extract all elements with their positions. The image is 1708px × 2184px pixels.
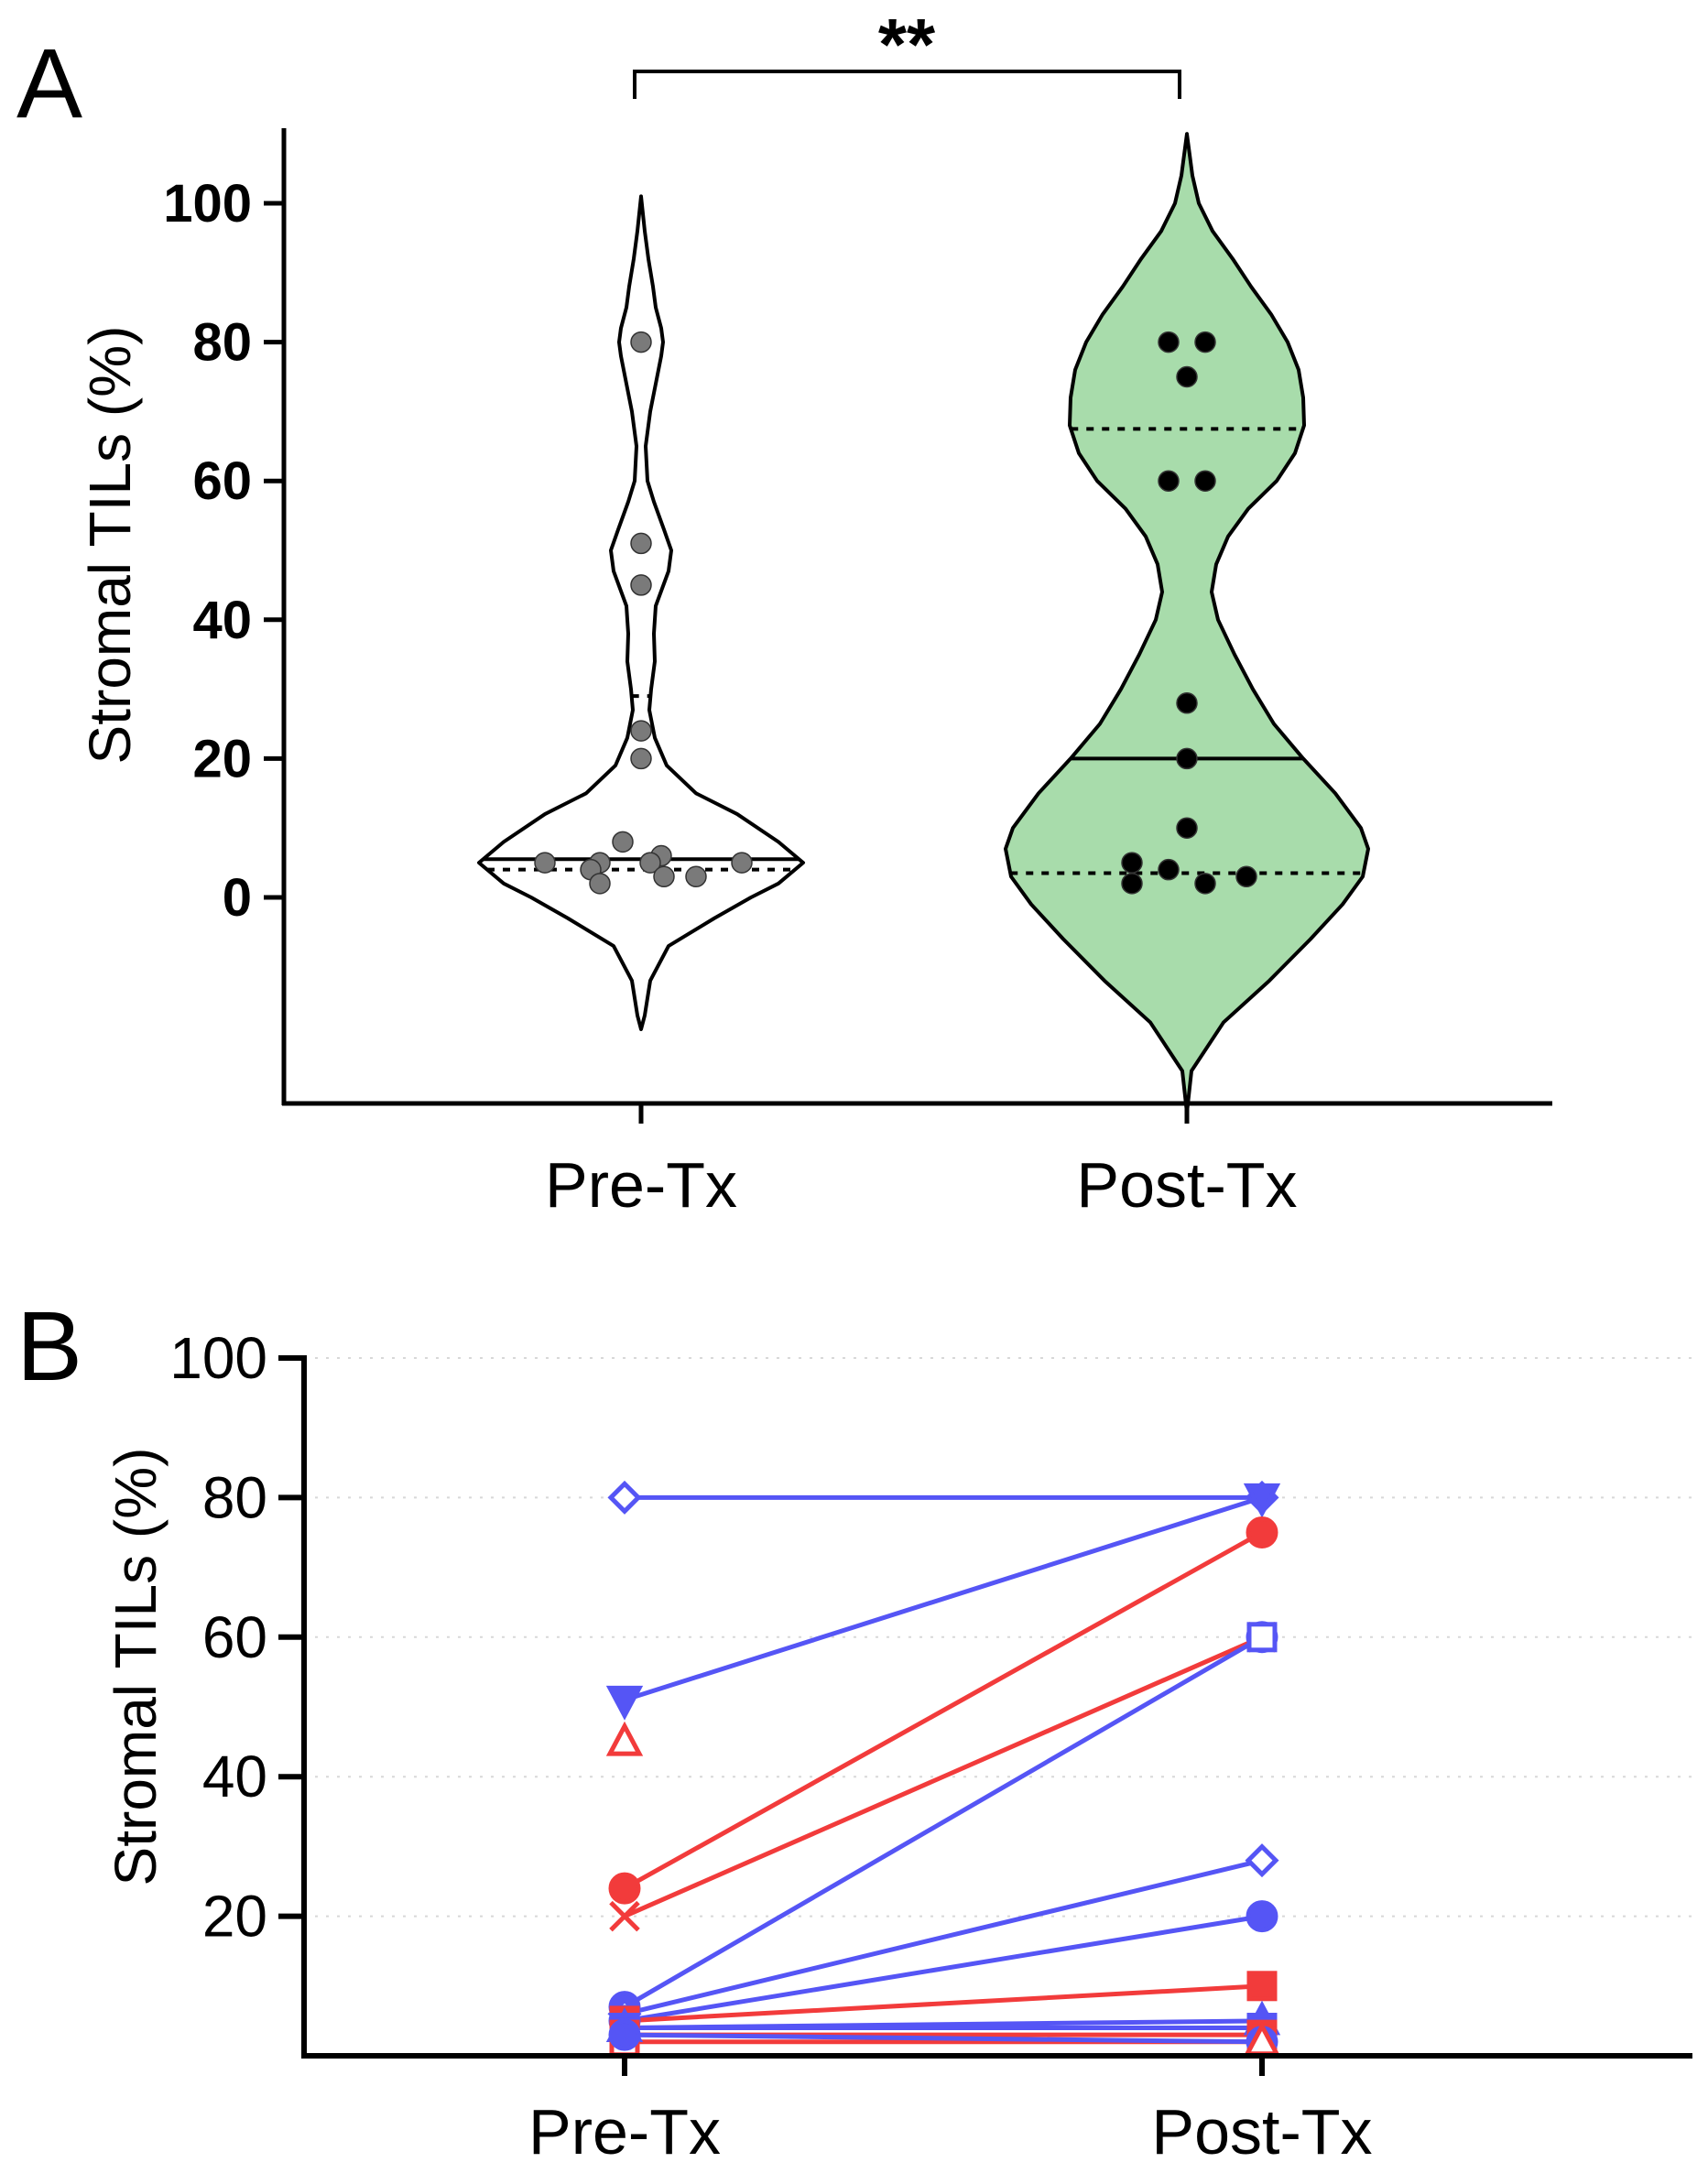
diamond-marker [1245,1843,1279,1878]
y-tick-label: 60 [192,451,252,511]
x-tick-label: Post-Tx [1076,1149,1297,1221]
markers [605,1480,1281,2059]
axes: 0 20 40 60 80 100 Pre-Tx Post-Tx [163,128,1552,1221]
gridlines [304,1357,1692,1918]
y-tick-label: 20 [202,1884,267,1950]
y-axis-title: Stromal TILs (%) [77,326,143,765]
diamond-marker [607,1480,642,1515]
y-tick-label: 40 [202,1744,267,1809]
pair-line [624,2032,1263,2045]
cross-marker [609,1900,640,1932]
y-tick-label: 100 [163,174,252,234]
panel-a: A 0 20 40 60 80 100 Pre-Tx Post-Tx Stromal TILs… [16,4,1552,1221]
square-marker [1246,1622,1278,1653]
axes: 20 40 60 80 100 Pre-Tx Post-Tx [169,1325,1692,2168]
data-point [630,331,652,353]
y-axis-title: Stromal TILs (%) [103,1448,169,1886]
data-point [589,873,611,895]
violin-post-tx [1004,132,1370,1114]
square-marker [1246,1971,1278,2002]
data-point [630,747,652,770]
circle-marker [608,1872,641,1905]
y-tick-label: 20 [192,729,252,788]
data-point [1158,470,1180,492]
panel-b-label: B [16,1290,82,1401]
data-point [534,852,556,874]
significance-label: ** [878,4,936,85]
data-point [1176,817,1198,839]
violins [477,132,1370,1114]
data-point [1194,331,1216,353]
data-point [1194,873,1216,895]
y-tick-label: 100 [169,1325,267,1391]
data-point [1158,331,1180,353]
violin-pre-tx [477,194,805,1032]
y-tick-label: 0 [223,868,252,928]
pair-line [624,1495,1263,1702]
data-point [1121,873,1143,895]
triangle-up-marker [605,1721,644,1756]
data-point [1176,747,1198,770]
data-point [1194,470,1216,492]
pair-line [624,1858,1263,2016]
pair-line [624,1914,1263,2024]
data-point [630,574,652,596]
y-tick-label: 40 [192,591,252,650]
pair-line [623,1530,1264,1891]
data-point [1235,865,1257,888]
x-tick-label: Pre-Tx [545,1149,737,1221]
circle-marker [608,2018,641,2051]
paired-lines [623,1494,1264,2045]
data-point [1176,365,1198,388]
data-point [1176,692,1198,714]
data-point [612,831,634,853]
panel-a-label: A [16,27,82,138]
x-tick-label: Post-Tx [1151,2096,1372,2168]
circle-marker [1246,1900,1278,1933]
data-point [731,852,753,874]
data-point [639,852,661,874]
triangle-down-marker [1243,1483,1281,1518]
data-point [1158,858,1180,881]
pair-line [624,1983,1263,2024]
data-point [685,865,707,888]
data-point [630,532,652,555]
circle-marker [1246,1516,1278,1548]
significance-bracket: ** [633,4,1181,99]
y-tick-label: 80 [192,313,252,373]
triangle-down-marker [605,1685,644,1721]
x-tick-label: Pre-Tx [528,2096,721,2168]
data-point [1121,852,1143,874]
pair-line [623,1635,1264,2009]
panel-b: B 20 40 60 80 100 Pre-Tx Post-Tx Stromal TILs … [16,1290,1692,2168]
data-points [534,331,1257,895]
data-point [630,720,652,742]
data-point [653,865,675,888]
pair-line [623,1635,1264,1918]
y-tick-label: 80 [202,1464,267,1530]
y-tick-label: 60 [202,1604,267,1670]
